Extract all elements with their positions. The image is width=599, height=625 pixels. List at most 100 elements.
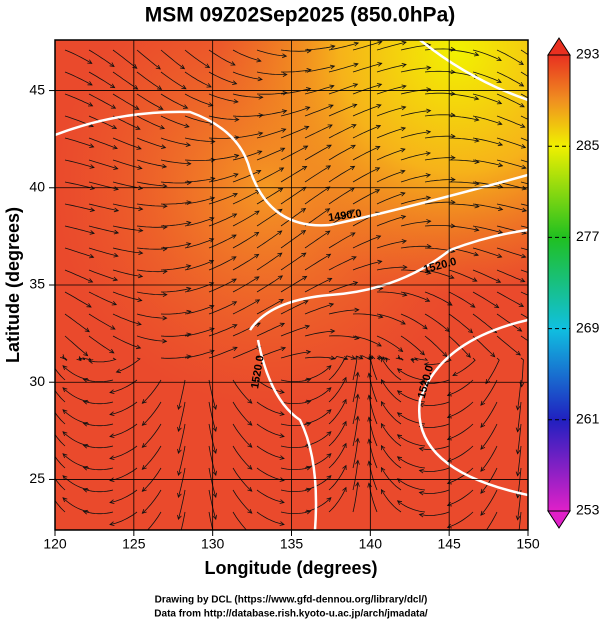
stream-arrow: [380, 378, 386, 385]
stream-arrow: [231, 256, 237, 261]
stream-arrow: [115, 368, 121, 374]
streamline: [280, 300, 309, 315]
streamline: [397, 500, 426, 513]
stream-arrow: [233, 98, 239, 104]
stream-arrow: [330, 328, 336, 334]
stream-arrow: [400, 215, 407, 220]
streamline: [256, 401, 285, 415]
stream-arrow: [161, 163, 168, 169]
streamline: [112, 49, 138, 69]
streamline: [520, 269, 528, 273]
streamline: [184, 115, 214, 125]
streamline: [136, 313, 167, 319]
streamline: [304, 365, 332, 381]
stream-arrow: [232, 80, 238, 85]
streamline: [472, 137, 503, 146]
stream-arrow: [474, 227, 480, 232]
streamline: [232, 49, 261, 62]
streamline: [136, 291, 167, 296]
stream-arrow: [138, 206, 144, 212]
stream-arrow: [282, 109, 288, 114]
stream-arrow: [87, 59, 93, 64]
streamline: [136, 115, 165, 129]
streamline: [160, 115, 190, 128]
stream-arrow: [355, 393, 360, 399]
stream-arrow: [89, 164, 95, 169]
stream-arrow: [470, 303, 476, 308]
streamline: [352, 189, 380, 205]
streamline: [64, 225, 95, 234]
streamline: [208, 115, 239, 120]
stream-arrow: [490, 352, 496, 358]
stream-arrow: [418, 468, 424, 474]
streamline: [83, 378, 114, 383]
stream-arrow: [178, 537, 182, 541]
stream-arrow: [208, 259, 215, 265]
stream-arrow: [521, 164, 527, 170]
streamline: [352, 62, 382, 73]
stream-arrow: [450, 91, 456, 96]
streamline: [208, 401, 217, 432]
stream-arrow: [376, 104, 382, 109]
stream-arrow: [350, 165, 356, 171]
stream-arrow: [355, 437, 360, 443]
stream-arrow: [88, 359, 94, 364]
streamline: [232, 467, 253, 492]
stream-arrow: [212, 470, 217, 477]
x-tick-label: 150: [516, 536, 540, 552]
streamline: [352, 416, 359, 447]
streamline: [400, 245, 431, 249]
stream-arrow: [304, 125, 310, 131]
stream-arrow: [400, 320, 406, 325]
stream-arrow: [480, 488, 486, 494]
stream-arrow: [82, 443, 88, 449]
stream-arrow: [396, 500, 403, 506]
credit: Data from http://database.rish.kyoto-u.a…: [154, 609, 428, 620]
stream-arrow: [141, 508, 147, 514]
streamline: [368, 483, 378, 513]
streamline: [352, 167, 380, 183]
stream-arrow: [186, 220, 192, 226]
streamline: [256, 147, 285, 161]
y-tick-label: 40: [29, 178, 45, 194]
stream-arrow: [162, 183, 168, 189]
streamline: [256, 489, 285, 503]
streamline: [397, 368, 426, 381]
streamline: [256, 110, 287, 117]
streamline: [520, 93, 528, 99]
stream-arrow: [401, 40, 407, 46]
streamline: [419, 467, 450, 472]
stream-arrow: [426, 65, 432, 71]
streamline: [480, 445, 498, 472]
streamline: [400, 197, 431, 205]
stream-arrow: [497, 253, 503, 258]
stream-arrow: [258, 94, 264, 100]
streamline: [256, 323, 285, 337]
stream-arrow: [481, 533, 485, 537]
stream-arrow: [446, 413, 453, 419]
stream-arrow: [380, 466, 386, 473]
streamline: [496, 203, 527, 212]
stream-arrow: [497, 162, 504, 168]
streamline: [280, 88, 311, 95]
stream-arrow: [325, 186, 331, 192]
stream-arrow: [327, 277, 333, 283]
y-tick-label: 25: [29, 470, 45, 486]
stream-arrow: [282, 90, 288, 96]
stream-arrow: [401, 84, 407, 90]
stream-arrow: [82, 465, 88, 471]
stream-arrow: [370, 354, 376, 361]
stream-arrow: [138, 227, 144, 233]
streamline: [256, 187, 283, 205]
streamline: [400, 131, 431, 139]
stream-arrow: [517, 327, 523, 332]
stream-arrow: [542, 84, 546, 88]
streamline: [397, 434, 426, 447]
streamline: [304, 45, 335, 51]
stream-arrow: [62, 387, 68, 393]
streamline: [88, 291, 117, 306]
stream-arrow: [109, 348, 115, 354]
streamline: [88, 225, 119, 234]
streamline: [304, 104, 334, 117]
streamline: [256, 299, 284, 315]
